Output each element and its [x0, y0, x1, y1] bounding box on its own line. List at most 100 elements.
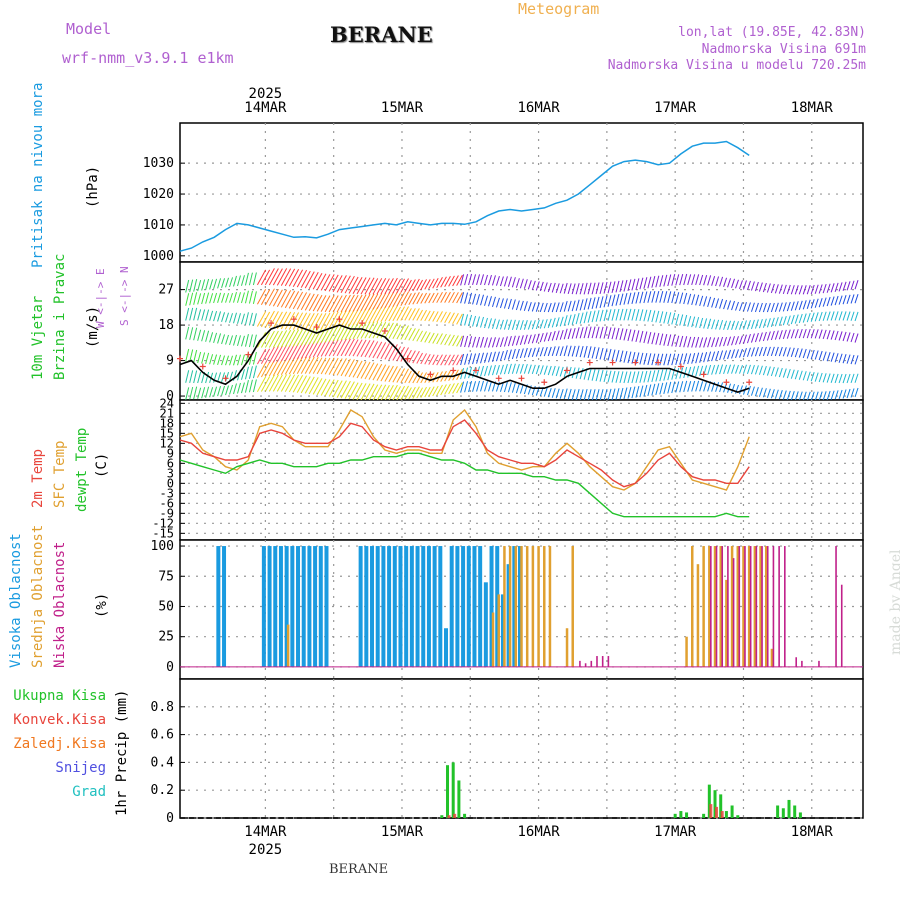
wind-barb — [579, 283, 584, 295]
wind-barb — [826, 283, 831, 293]
wind-barb — [288, 356, 300, 375]
wind-barb — [213, 332, 218, 344]
wind-barb — [699, 317, 704, 329]
wind-barb — [619, 350, 624, 363]
wind-barb — [555, 283, 560, 294]
wind-barb — [217, 278, 222, 289]
wind-barb — [260, 361, 271, 378]
wind-barb — [440, 276, 447, 288]
wind-barb — [754, 387, 759, 397]
wind-barb — [683, 314, 688, 327]
wind-barb — [420, 386, 427, 398]
wind-barb — [324, 325, 335, 343]
wind-barb — [794, 314, 799, 324]
wind-barb — [743, 364, 747, 374]
wind-barb — [229, 335, 233, 346]
wind-barb — [631, 308, 636, 321]
wind-barb — [448, 291, 455, 303]
wind-barb — [495, 297, 500, 308]
wind-barb — [703, 318, 708, 329]
wind-barb — [595, 369, 600, 382]
wind-barb — [404, 292, 412, 306]
wind-barb — [472, 336, 477, 348]
wind-barb — [288, 291, 300, 309]
wind-barb — [834, 311, 839, 321]
wind-barb — [420, 353, 427, 365]
wind-barb — [631, 386, 636, 399]
wind-barb — [352, 294, 363, 312]
wind-barb — [432, 292, 439, 304]
wind-barb — [790, 391, 795, 400]
wind-barb — [830, 390, 835, 400]
wind-barb — [408, 350, 416, 363]
wind-barb — [611, 349, 616, 362]
wind-barb — [731, 320, 735, 330]
wind-barb — [607, 388, 612, 400]
wind-barb — [854, 355, 859, 365]
wind-barb — [687, 274, 692, 286]
wind-barb — [428, 278, 435, 290]
wind-barb — [814, 329, 819, 339]
wind-barb — [340, 294, 351, 313]
wind-barb — [209, 279, 214, 290]
wind-barb — [189, 349, 194, 363]
wind-barb — [432, 354, 439, 366]
cloud-bar — [772, 546, 775, 667]
wind-barb — [627, 386, 632, 399]
wind-barb — [531, 280, 536, 291]
wind-barb — [491, 364, 496, 376]
wind-barb — [575, 299, 580, 311]
wind-barb — [523, 279, 528, 289]
wind-barb — [320, 379, 331, 396]
wind-barb — [384, 384, 394, 400]
wind-barb — [762, 302, 767, 313]
wind-barb — [201, 387, 206, 399]
wind-barb — [846, 354, 851, 364]
wind-barb — [563, 301, 568, 312]
cloud-bar — [455, 546, 460, 667]
wind-barb — [336, 294, 347, 313]
wind-barb — [842, 295, 847, 305]
wind-barb — [539, 281, 544, 292]
wind-barb — [699, 274, 704, 286]
wind-barb — [336, 338, 347, 357]
wind-barb — [735, 279, 739, 289]
wind-barb — [687, 315, 692, 327]
wind-barb — [571, 389, 576, 400]
cloud-bar — [531, 546, 535, 667]
wind-barb — [631, 351, 636, 364]
wind-barb — [639, 385, 644, 398]
wind-gust-marker — [495, 375, 502, 382]
wind-barb — [687, 336, 692, 348]
precip-legend-item: Grad — [72, 784, 106, 800]
wind-barb — [846, 311, 851, 321]
wind-barb — [555, 317, 560, 328]
wind-barb — [388, 291, 398, 308]
wind-barb — [818, 284, 823, 294]
wind-barb — [639, 371, 644, 383]
wind-barb — [217, 354, 222, 365]
wind-barb — [396, 385, 405, 400]
wind-barb — [312, 294, 323, 312]
wind-barb — [647, 291, 652, 303]
wind-barb — [782, 390, 787, 400]
wind-barb — [555, 366, 560, 377]
precip-bar — [685, 812, 689, 818]
wind-barb — [727, 349, 732, 360]
wind-barb — [221, 372, 226, 383]
wind-barb — [388, 384, 398, 400]
wind-barb — [802, 371, 807, 381]
wind-barb — [667, 274, 672, 287]
wind-barb — [603, 326, 608, 339]
wind-barb — [292, 374, 304, 393]
wind-barb — [739, 364, 743, 374]
cloud-bar — [736, 546, 740, 667]
cloud-bar — [324, 546, 329, 667]
cloud-bar — [381, 546, 386, 667]
wind-barb — [691, 352, 696, 364]
wind-barb — [344, 309, 355, 327]
precip-bar — [724, 811, 728, 818]
wind-barb — [643, 291, 648, 304]
wind-barb — [639, 352, 644, 365]
wind-barb — [304, 341, 315, 359]
